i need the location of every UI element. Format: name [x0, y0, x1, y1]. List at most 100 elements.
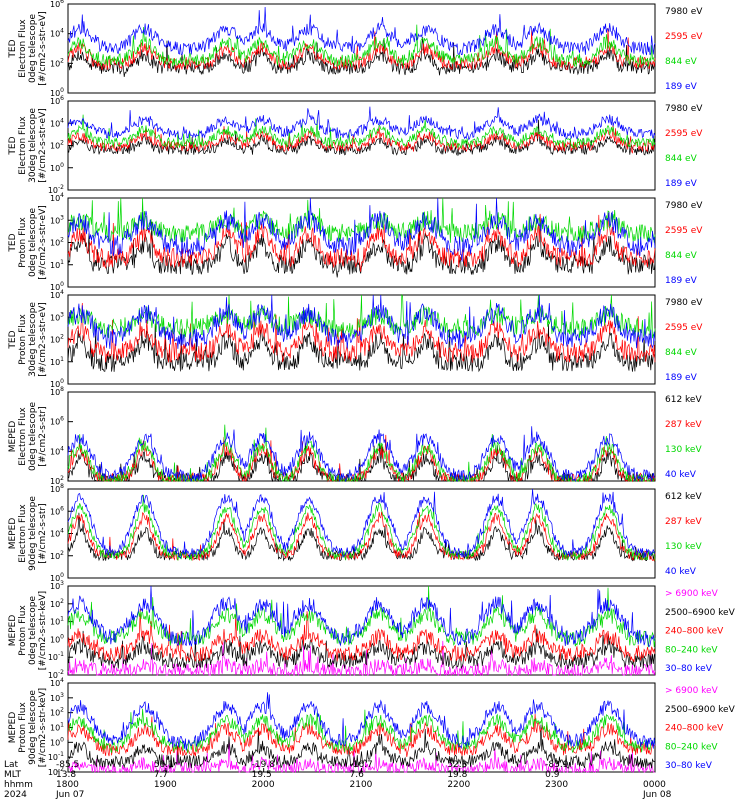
legend-entry: 189 eV	[665, 179, 698, 189]
series-trace	[67, 708, 656, 754]
legend-entry: 844 eV	[665, 57, 698, 67]
y-tick-label: 103	[50, 214, 64, 225]
x-tick-label: -19.8	[252, 760, 276, 770]
y-axis-label-line: TED	[8, 136, 18, 155]
series-trace	[67, 302, 656, 364]
y-tick-label: 101	[50, 722, 64, 733]
y-axis-label-line: TED	[8, 233, 18, 252]
y-tick-label: 103	[50, 580, 64, 591]
y-axis-label-line: Electron Flux	[18, 116, 28, 175]
x-tick-label: 2200	[447, 780, 470, 790]
y-tick-label: 101	[50, 616, 64, 627]
y-axis-label-line: Proton Flux	[18, 702, 28, 753]
y-tick-label: 104	[50, 677, 64, 688]
y-axis-label-line: Proton Flux	[18, 217, 28, 268]
legend-entry: 80–240 keV	[665, 742, 718, 752]
y-tick-label: 106	[50, 0, 64, 9]
legend-entry: 7980 eV	[665, 201, 703, 211]
x-tick-label: 19.5	[252, 770, 272, 780]
x-tick-label: 7.6	[350, 770, 365, 780]
x-axis-row-label: Lat	[4, 760, 19, 770]
y-axis-label-line: Proton Flux	[18, 605, 28, 656]
series-trace	[67, 424, 656, 483]
y-tick-label: 102	[50, 475, 64, 486]
x-tick-label: -16.7	[350, 760, 373, 770]
y-axis-label-line: TED	[8, 39, 18, 58]
plot-frame	[67, 391, 656, 482]
legend-entry: 30–80 keV	[665, 761, 713, 771]
series-trace	[67, 197, 656, 244]
series-trace	[67, 215, 656, 278]
panel-3: 104 103 102 101 100 TED Proton Flux 0deg telesc…	[8, 192, 703, 292]
x-tick-label: 56.1	[154, 760, 174, 770]
legend-entry: 189 eV	[665, 82, 698, 92]
y-tick-label: 102	[50, 334, 64, 345]
x-axis-row-label: hhmm	[4, 780, 33, 790]
y-tick-label: 100	[50, 572, 64, 583]
panel-6: 108 106 104 102 100 MEPED Electron Flux 90deg t…	[8, 483, 702, 583]
legend-entry: 844 eV	[665, 251, 698, 261]
series-trace	[67, 294, 656, 350]
legend-entry: 130 keV	[665, 542, 702, 552]
series-trace	[67, 609, 656, 663]
legend-entry: 2500–6900 keV	[665, 608, 736, 618]
x-tick-label: 52.3	[447, 760, 467, 770]
y-axis-label-line: [#/cm2-s-str-eV]	[38, 302, 48, 377]
y-tick-label: 100	[50, 281, 64, 292]
legend-entry: 2595 eV	[665, 323, 703, 333]
y-axis-label-line: 30deg telescope	[28, 302, 38, 377]
y-tick-label: 101	[50, 356, 64, 367]
x-tick-label: Jun 07	[55, 790, 84, 800]
x-tick-label: 7.7	[154, 770, 168, 780]
panel-4: 104 103 102 101 100 TED Proton Flux 30deg teles…	[8, 289, 703, 389]
y-tick-label: 10-2	[48, 669, 64, 680]
y-tick-label: 100	[50, 378, 64, 389]
legend-entry: 7980 eV	[665, 298, 703, 308]
y-axis-label-line: 30deg telescope	[28, 108, 38, 183]
y-axis-label-line: 0deg telescope	[28, 208, 38, 278]
legend-entry: 7980 eV	[665, 7, 703, 17]
series-trace	[67, 585, 656, 648]
y-tick-label: 106	[50, 416, 64, 427]
legend-entry: 2595 eV	[665, 226, 703, 236]
legend-entry: 2500–6900 keV	[665, 705, 736, 715]
legend-entry: 844 eV	[665, 154, 698, 164]
series-trace	[67, 114, 656, 149]
series-trace	[67, 24, 656, 68]
y-axis-label-line: [#/cm2-s-str]	[38, 406, 48, 466]
plot-frame	[67, 3, 656, 94]
y-tick-label: 104	[50, 192, 64, 203]
y-tick-label: 104	[50, 28, 64, 39]
legend-entry: 2595 eV	[665, 32, 703, 42]
x-tick-label: 19.8	[447, 770, 467, 780]
legend-entry: 189 eV	[665, 276, 698, 286]
series-trace	[67, 197, 656, 262]
plot-frame	[67, 488, 656, 579]
panel-5: 108 106 104 102 MEPED Electron Flux 0deg teles…	[8, 386, 702, 486]
plot-frame	[67, 585, 656, 676]
panel-7: 103 102 101 100 10-1 10-2 MEPED Proton Flux 0deg…	[8, 580, 736, 680]
series-trace	[67, 488, 656, 560]
x-tick-label: Jun 08	[642, 790, 672, 800]
y-axis-label-line: [#/cm2-s-str-keV]	[38, 591, 48, 670]
y-tick-label: 104	[50, 117, 64, 128]
legend-entry: 80–240 keV	[665, 645, 718, 655]
series-trace	[67, 511, 656, 562]
y-axis-label-line: Electron Flux	[18, 407, 28, 466]
legend-entry: 287 keV	[665, 420, 702, 430]
series-trace	[67, 640, 656, 677]
plot-frame	[67, 682, 656, 773]
y-axis-label-line: Electron Flux	[18, 19, 28, 78]
x-tick-label: 1900	[154, 780, 177, 790]
y-tick-label: 108	[50, 386, 64, 397]
legend-entry: 130 keV	[665, 445, 702, 455]
y-tick-label: 104	[50, 289, 64, 300]
y-tick-label: 104	[50, 528, 64, 539]
y-axis-label-line: [#/cm2-s-str-keV]	[38, 688, 48, 767]
y-axis-label-line: 90deg telescope	[28, 496, 38, 571]
panel-8: 104 103 102 101 100 10-1 10-2 MEPED Proton Flux 9…	[8, 677, 736, 777]
legend-entry: 7980 eV	[665, 104, 703, 114]
y-tick-label: 102	[50, 707, 64, 718]
legend-entry: 844 eV	[665, 348, 698, 358]
